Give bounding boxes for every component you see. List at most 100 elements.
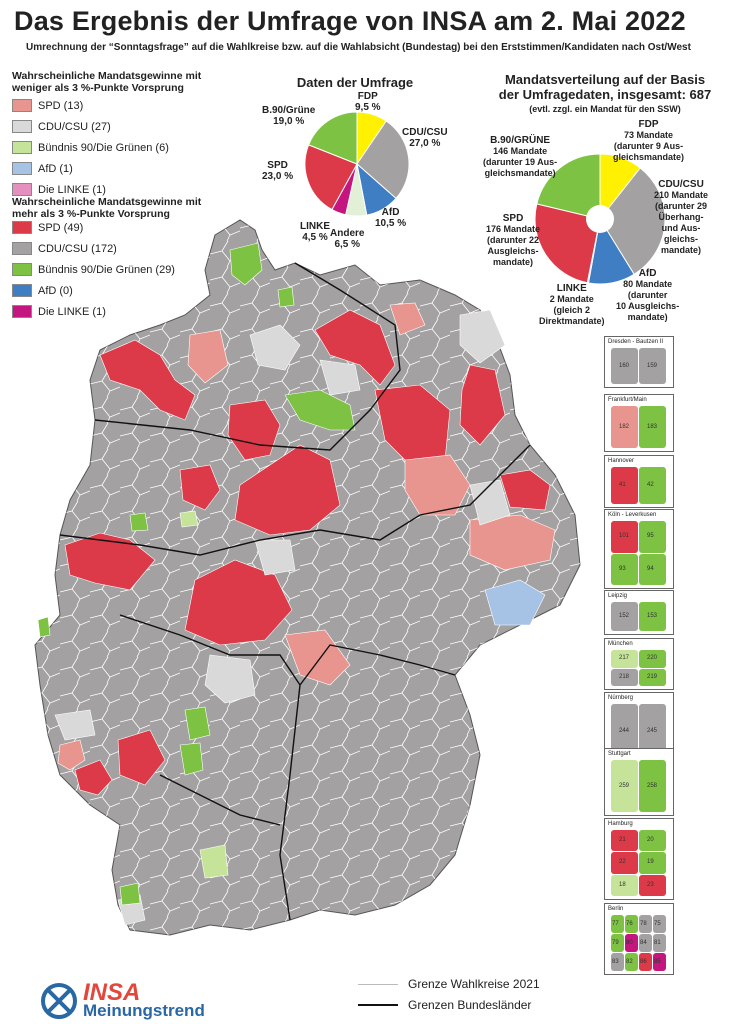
inset-title: Hannover <box>608 458 635 464</box>
legend-high-swatch <box>12 263 32 276</box>
region-spd-sachsen-anhalt-east <box>499 469 551 511</box>
region-cdu-weak-6 <box>204 654 256 704</box>
region-cdu-weak-1 <box>249 324 301 371</box>
inset-district-number: 95 <box>647 533 654 540</box>
region-spd-hessen-north <box>234 444 341 536</box>
region-spd-muenster <box>179 464 221 511</box>
inset-district-number: 80 <box>626 939 633 946</box>
region-spd-weak-4 <box>469 514 556 571</box>
region-spd-brandenburg-north <box>314 309 396 386</box>
legend-low-swatch <box>12 162 32 175</box>
seat-label-line: (darunter 9 Aus- <box>613 141 684 151</box>
legend-high-label: CDU/CSU (172) <box>38 242 117 255</box>
page-title: Das Ergebnis der Umfrage von INSA am 2. … <box>14 6 686 36</box>
seat-label-line: gleichs- <box>664 234 699 244</box>
inset-district: 218 <box>611 668 638 686</box>
region-spd-weak-3 <box>404 454 471 516</box>
inset-district: 42 <box>639 467 666 504</box>
legend-low-swatch <box>12 99 32 112</box>
seat-label-line: (darunter 29 <box>655 201 708 211</box>
inset-k-ln-leverkusen: Köln - Leverkusen 101 95 93 94 <box>604 509 674 589</box>
seat-label-line: und Aus- <box>661 223 701 233</box>
region-afd-weak <box>484 579 546 626</box>
seat-slice-spd <box>535 203 601 284</box>
inset-district-number: 85 <box>654 958 661 965</box>
seat-label-line: gleichsmandate) <box>613 152 685 162</box>
poll-label-value: 4,5 % <box>302 232 328 243</box>
insa-logo: INSA Meinungstrend <box>40 979 230 1022</box>
seat-label-line: 73 Mandate <box>624 130 674 140</box>
inset-leipzig: Leipzig 152 153 <box>604 590 674 635</box>
seat-label-name: FDP <box>638 119 659 130</box>
region-spd-weak-1 <box>187 329 229 384</box>
inset-district-number: 160 <box>619 362 630 369</box>
seat-chart-title-1: Mandatsverteilung auf der Basis <box>504 72 706 87</box>
poll-label-value: 6,5 % <box>334 239 361 250</box>
inset-title: München <box>608 641 633 647</box>
inset-district-number: 21 <box>619 837 626 844</box>
inset-district-number: 259 <box>619 782 630 789</box>
inset-district: 86 <box>639 953 652 971</box>
inset-district-number: 81 <box>654 939 661 946</box>
inset-district-number: 75 <box>654 920 661 927</box>
seat-label-line: Direktmandate) <box>539 316 605 326</box>
poll-label-name: B.90/Grüne <box>262 105 316 116</box>
poll-label-name: LINKE <box>300 221 330 232</box>
inset-district: 82 <box>625 953 638 971</box>
inset-district: 78 <box>639 915 652 933</box>
poll-label-value: 10,5 % <box>375 218 407 229</box>
inset-district-number: 93 <box>619 565 626 572</box>
seat-slice-b-90-gr-ne <box>536 154 601 220</box>
seat-label-line: Ausgleichs- <box>487 246 539 256</box>
inset-district-number: 22 <box>619 859 626 866</box>
legend-low-item: SPD (13) <box>12 98 83 113</box>
seat-label-fdp: FDP 73 Mandate (darunter 9 Aus-gleichsmand… <box>613 119 684 163</box>
inset-district: 160 <box>611 348 638 384</box>
region-cdu-weak-5 <box>254 539 296 576</box>
legend-high-swatch <box>12 221 32 234</box>
inset-district-number: 244 <box>619 727 630 734</box>
region-cdu-weak-4 <box>469 479 511 526</box>
region-spd-saar <box>74 759 113 796</box>
poll-label-value: 23,0 % <box>262 171 294 182</box>
legend-high-swatch <box>12 305 32 318</box>
poll-pie-chart <box>305 112 409 216</box>
legend-low-item: CDU/CSU (27) <box>12 119 111 134</box>
insa-logo-brand: INSA <box>83 979 141 1006</box>
inset-district-number: 42 <box>647 482 654 488</box>
seat-label-name: AfD <box>638 268 657 279</box>
inset-title: Frankfurt/Main <box>608 397 647 403</box>
legend-bundeslaender-label: Grenzen Bundesländer <box>408 998 532 1012</box>
inset-district-number: 20 <box>647 837 654 844</box>
inset-district: 93 <box>611 553 638 585</box>
seat-hole <box>586 205 614 233</box>
region-spd-weak-2 <box>389 302 426 336</box>
region-spd-ruhr <box>64 532 156 591</box>
inset-district-number: 23 <box>647 881 654 888</box>
legend-high-label: SPD (49) <box>38 221 84 234</box>
inset-district-number: 19 <box>647 859 654 866</box>
inset-district-number: 183 <box>647 423 658 430</box>
legend-low-label: SPD (13) <box>38 99 84 112</box>
legend-low-label: Bündnis 90/Die Grünen (6) <box>38 141 169 154</box>
seat-label-name: SPD <box>502 213 524 224</box>
inset-hannover: Hannover 41 42 <box>604 455 674 508</box>
legend-bundeslaender: Grenzen Bundesländer <box>358 998 531 1012</box>
region-greens-hamburg <box>277 286 295 308</box>
region-cdu-weak-3 <box>459 309 506 364</box>
inset-title: Stuttgart <box>608 751 631 757</box>
region-greens-mannheim <box>179 742 204 776</box>
poll-label-spd: SPD 23,0 % <box>262 160 293 182</box>
inset-district-number: 101 <box>619 533 630 540</box>
poll-slice-spd <box>305 144 358 211</box>
seat-label-afd: AfD 80 Mandate (darunter 10 Ausgleichs-mand… <box>616 268 679 323</box>
inset-district: 220 <box>639 650 666 668</box>
inset-district: 81 <box>653 934 666 952</box>
inset-district: 152 <box>611 602 638 631</box>
inset-district: 21 <box>611 830 638 852</box>
region-spd-weak-5 <box>284 629 351 686</box>
seat-label-name: CDU/CSU <box>658 179 704 190</box>
inset-district-number: 77 <box>612 920 619 927</box>
inset-district: 20 <box>639 830 666 852</box>
poll-label-b-90-gr-ne: B.90/Grüne 19,0 % <box>262 105 315 127</box>
